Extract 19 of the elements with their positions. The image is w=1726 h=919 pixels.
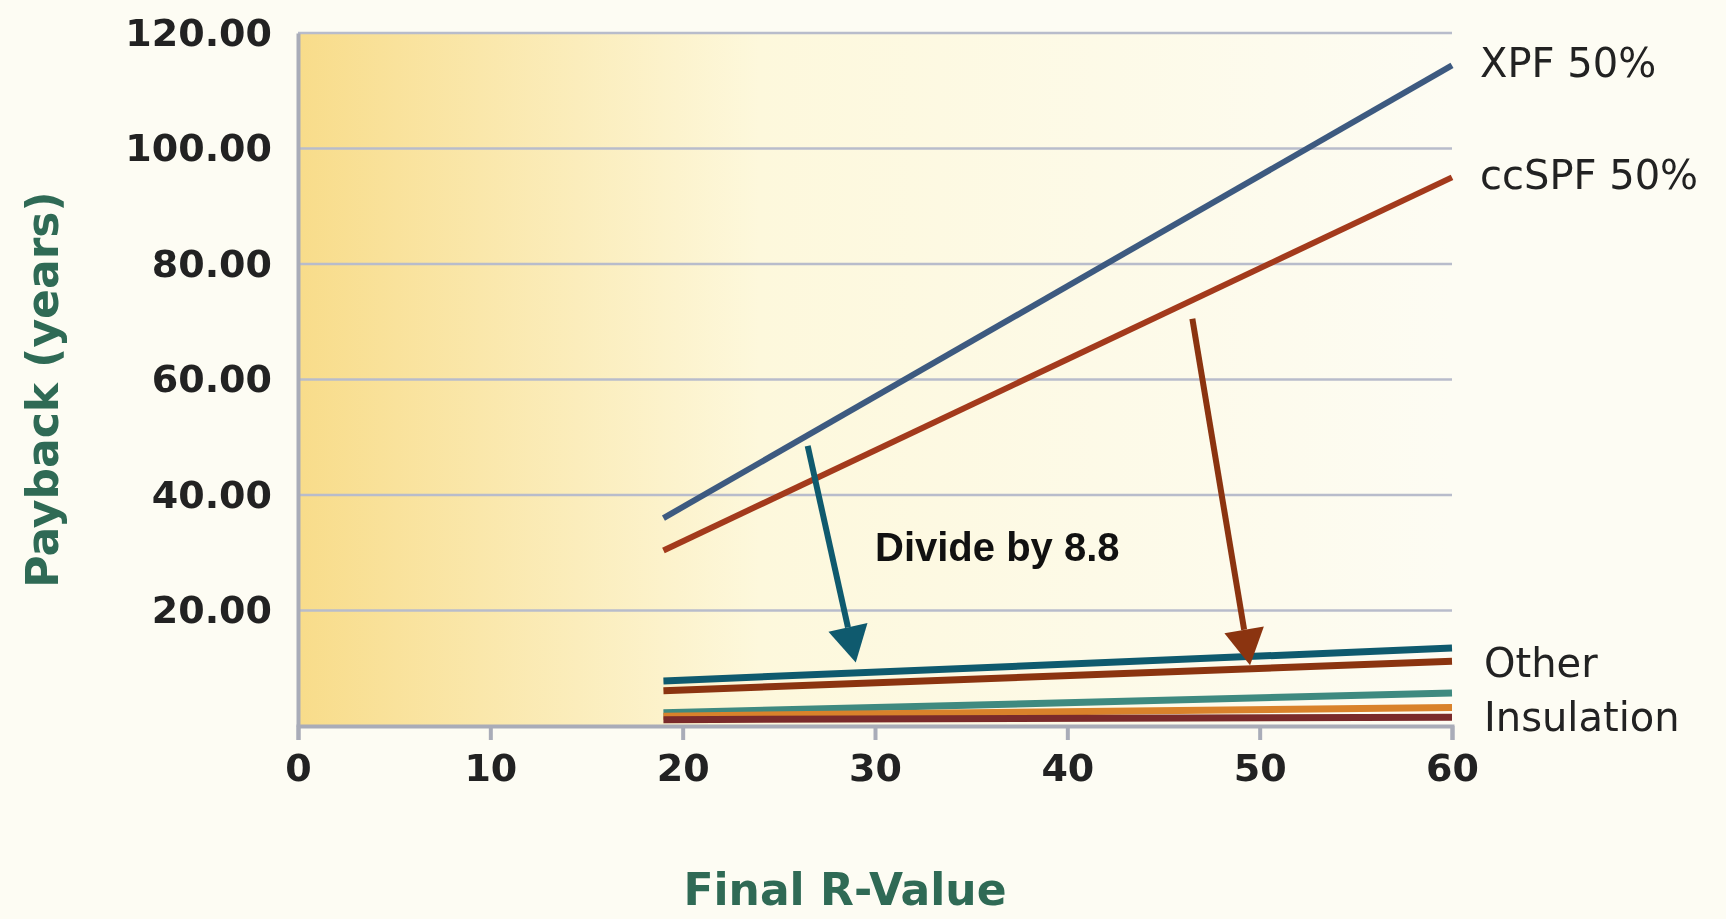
x-tick-label: 10 bbox=[464, 745, 518, 790]
x-tick-label: 50 bbox=[1233, 745, 1287, 790]
x-axis-title: Final R-Value bbox=[683, 864, 1007, 915]
y-tick-label: 20.00 bbox=[151, 588, 272, 633]
series-label: XPF 50% bbox=[1480, 40, 1657, 87]
y-tick-label: 100.00 bbox=[125, 126, 272, 171]
x-tick-label: 60 bbox=[1426, 745, 1479, 790]
x-tick-label: 20 bbox=[656, 745, 710, 790]
x-tick-label: 40 bbox=[1041, 745, 1095, 790]
x-tick-label: 30 bbox=[849, 745, 902, 790]
y-tick-label: 60.00 bbox=[151, 357, 272, 402]
y-tick-label: 40.00 bbox=[151, 472, 272, 517]
series-label: ccSPF 50% bbox=[1480, 152, 1699, 199]
y-tick-label: 120.00 bbox=[125, 10, 272, 55]
y-tick-label: 80.00 bbox=[151, 241, 272, 286]
y-axis-title: Payback (years) bbox=[17, 191, 68, 588]
x-tick-label: 0 bbox=[285, 745, 312, 790]
annotation: Divide by 8.8 bbox=[875, 525, 1120, 570]
text: Other Insulation bbox=[1484, 639, 1680, 740]
